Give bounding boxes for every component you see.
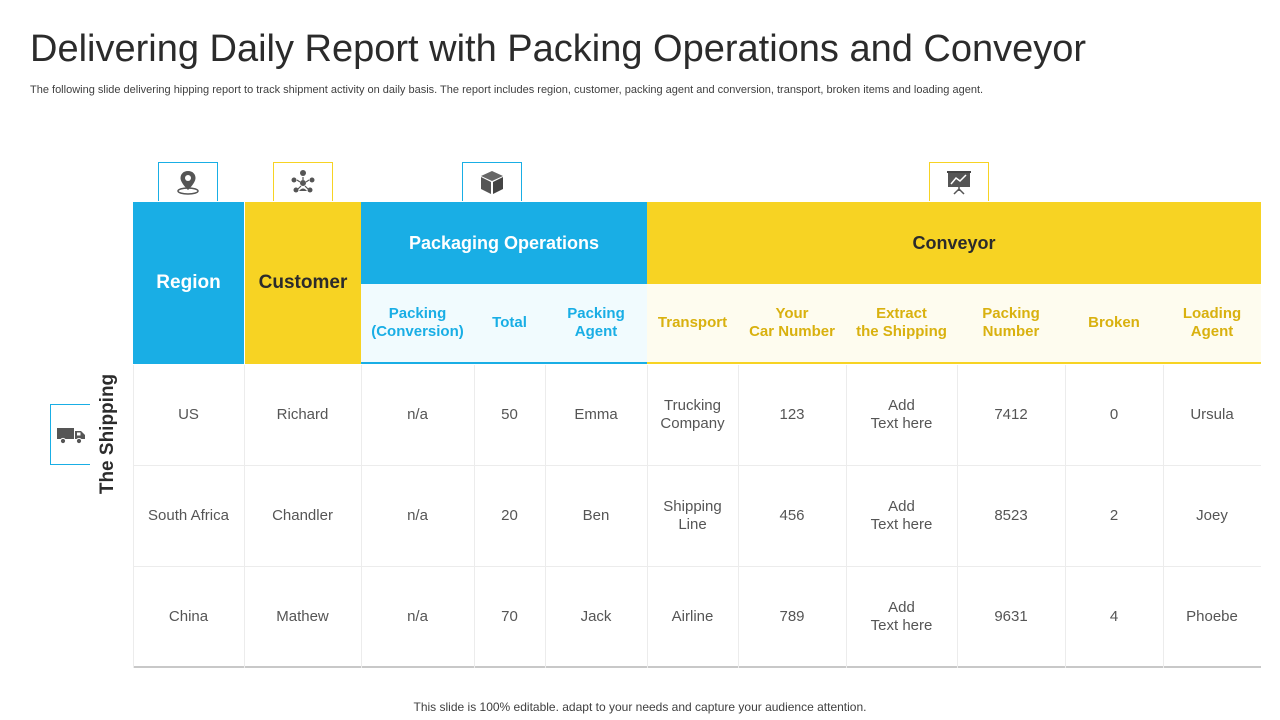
header-packaging-operations: Packaging Operations — [361, 202, 647, 284]
location-pin-icon — [177, 171, 199, 195]
cell-broken: 0 — [1109, 406, 1119, 423]
slide-subtitle: The following slide delivering hipping r… — [30, 84, 984, 96]
cell-customer: Mathew — [276, 608, 329, 625]
cell-packing-conversion: n/a — [407, 507, 428, 524]
cell-customer: Chandler — [272, 507, 333, 524]
region-icon-tab — [158, 162, 218, 201]
cell-broken: 2 — [1109, 507, 1119, 524]
header-customer: Customer — [245, 202, 361, 364]
slide-title: Delivering Daily Report with Packing Ope… — [30, 28, 1087, 70]
cell-car-number: 123 — [779, 406, 805, 423]
cell-total: 50 — [501, 406, 518, 423]
subheader-packing-number: Packing Number — [957, 284, 1065, 364]
cell-transport: Airline — [671, 608, 714, 625]
shipping-table-body: US Richard n/a 50 Emma Trucking Company … — [133, 365, 1261, 668]
cell-total: 20 — [501, 507, 518, 524]
subheader-total: Total — [474, 284, 545, 364]
cell-packing-agent: Ben — [582, 507, 610, 524]
cell-region: China — [168, 608, 209, 625]
customer-icon-tab — [273, 162, 333, 201]
subheader-transport: Transport — [647, 284, 738, 364]
side-label: The Shipping — [88, 373, 128, 495]
cell-transport: Trucking Company — [660, 397, 725, 432]
subheader-packing-conversion: Packing (Conversion) — [361, 284, 474, 364]
box-icon — [481, 171, 503, 194]
cell-region: US — [178, 406, 199, 423]
cell-extract-shipping: Add Text here — [870, 498, 933, 533]
cell-customer: Richard — [276, 406, 329, 423]
subheader-your-car-number: Your Car Number — [738, 284, 846, 364]
cell-packing-agent: Emma — [574, 406, 618, 423]
packaging-icon-tab — [462, 162, 522, 201]
cell-broken: 4 — [1109, 608, 1119, 625]
subheader-broken: Broken — [1065, 284, 1163, 364]
cell-packing-number: 7412 — [994, 406, 1028, 423]
cell-loading-agent: Ursula — [1190, 406, 1234, 423]
cell-extract-shipping: Add Text here — [870, 599, 933, 634]
shipping-icon-tab — [50, 404, 90, 465]
side-label-text: The Shipping — [97, 373, 119, 495]
conveyor-icon-tab — [929, 162, 989, 201]
header-region: Region — [133, 202, 244, 364]
cell-packing-agent: Jack — [580, 608, 612, 625]
cell-packing-conversion: n/a — [407, 406, 428, 423]
cell-region: South Africa — [148, 507, 229, 524]
team-network-icon — [291, 170, 315, 193]
cell-car-number: 789 — [779, 608, 805, 625]
truck-icon — [56, 427, 85, 444]
cell-packing-number: 9631 — [994, 608, 1028, 625]
cell-transport: Shipping Line — [663, 498, 722, 533]
cell-packing-number: 8523 — [994, 507, 1028, 524]
subheader-extract-shipping: Extract the Shipping — [846, 284, 957, 364]
cell-total: 70 — [501, 608, 518, 625]
subheader-loading-agent: Loading Agent — [1163, 284, 1261, 364]
subheader-packing-agent: Packing Agent — [545, 284, 647, 364]
cell-loading-agent: Phoebe — [1186, 608, 1238, 625]
cell-loading-agent: Joey — [1196, 507, 1228, 524]
presentation-board-icon — [947, 171, 971, 195]
slide-footer: This slide is 100% editable. adapt to yo… — [413, 700, 867, 714]
cell-car-number: 456 — [779, 507, 805, 524]
header-conveyor: Conveyor — [647, 202, 1261, 284]
cell-extract-shipping: Add Text here — [870, 397, 933, 432]
cell-packing-conversion: n/a — [407, 608, 428, 625]
